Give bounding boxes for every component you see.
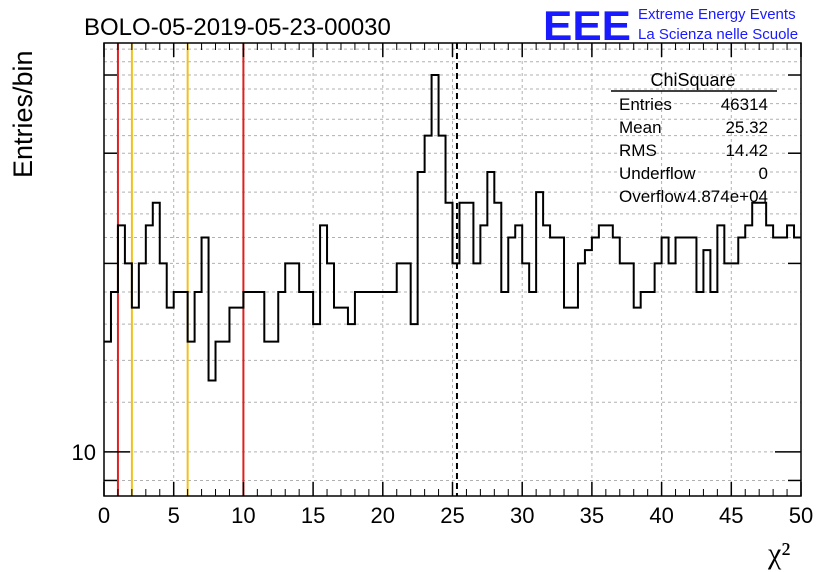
eee-logo: EEE Extreme Energy Events La Scienza nel… (543, 2, 798, 49)
histogram-outline (104, 74, 801, 382)
x-tick-label: 30 (510, 503, 534, 528)
y-axis-title: Entries/bin (8, 50, 38, 178)
stats-label: Entries (619, 95, 672, 114)
x-tick-labels: 0 5 10 15 20 25 30 35 40 45 50 (98, 503, 813, 528)
plot-frame (103, 42, 802, 497)
x-tick-label: 25 (440, 503, 464, 528)
chart-title: BOLO-05-2019-05-23-00030 (84, 14, 391, 41)
x-axis-title: χ² (767, 537, 790, 570)
x-tick-label: 35 (580, 503, 604, 528)
x-tick-label: 0 (98, 503, 110, 528)
y-tick-labels: 10 (72, 440, 96, 465)
grid-lines (104, 43, 801, 496)
x-tick-label: 10 (231, 503, 255, 528)
eee-logo-line1: Extreme Energy Events (638, 6, 796, 23)
stats-value: 4.874e+04 (687, 187, 768, 206)
stats-box: ChiSquare Entries 46314 Mean 25.32 RMS 14.42 U… (611, 70, 777, 206)
stats-rows: Entries 46314 Mean 25.32 RMS 14.42 Underflow 0 O… (619, 95, 768, 206)
stats-value: 25.32 (725, 118, 768, 137)
x-tick-label: 20 (371, 503, 395, 528)
x-tick-label: 40 (649, 503, 673, 528)
x-tick-label: 15 (301, 503, 325, 528)
stats-label: Mean (619, 118, 662, 137)
x-tick-label: 50 (789, 503, 813, 528)
stats-label: Underflow (619, 164, 696, 183)
stats-value: 0 (759, 164, 768, 183)
stats-title: ChiSquare (650, 70, 735, 90)
stats-value: 46314 (721, 95, 768, 114)
stats-value: 14.42 (725, 141, 768, 160)
eee-logo-mark: EEE (543, 2, 631, 49)
x-tick-label: 45 (719, 503, 743, 528)
stats-label: Overflow (619, 187, 687, 206)
y-tick-label: 10 (72, 440, 96, 465)
stats-label: RMS (619, 141, 657, 160)
eee-logo-line2: La Scienza nelle Scuole (638, 26, 798, 43)
x-tick-label: 5 (168, 503, 180, 528)
